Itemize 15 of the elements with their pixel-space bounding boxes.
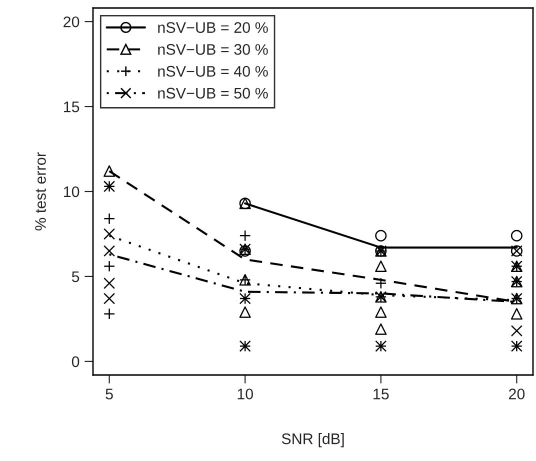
y-axis-title: % test error [35, 152, 46, 230]
x-tick-label: 5 [106, 388, 113, 400]
legend-label: nSV−UB = 30 % [158, 44, 268, 55]
legend-label: nSV−UB = 40 % [158, 66, 268, 77]
y-tick-label: 20 [64, 16, 80, 28]
y-tick-label: 15 [64, 102, 80, 112]
y-tick-label: 0 [72, 356, 80, 368]
x-tick-label: 10 [238, 388, 253, 400]
x-tick-label: 20 [508, 388, 525, 400]
x-axis-title: SNR [dB] [282, 432, 344, 448]
y-tick-label: 10 [64, 186, 80, 198]
legend-label: nSV−UB = 50 % [158, 88, 268, 99]
y-tick-label: 5 [72, 271, 80, 282]
x-tick-label: 15 [374, 388, 389, 400]
legend-label: nSV−UB = 20 % [158, 22, 268, 33]
